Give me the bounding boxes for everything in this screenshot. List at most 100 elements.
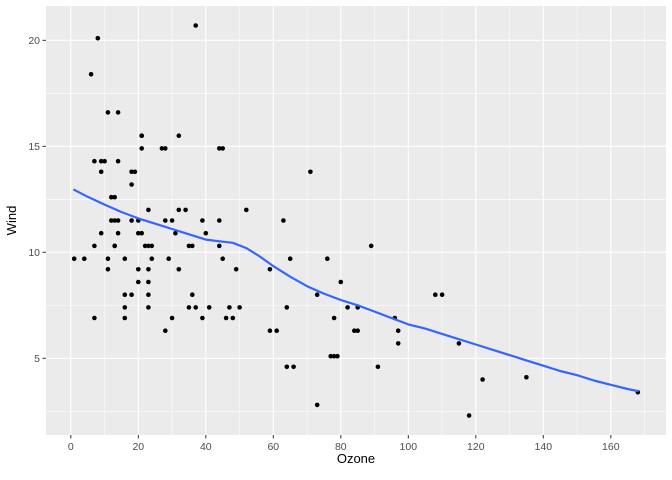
data-point <box>109 218 114 223</box>
data-point <box>92 315 97 321</box>
data-point <box>136 267 141 272</box>
data-point <box>355 328 361 334</box>
data-point <box>149 243 155 249</box>
data-point <box>112 243 117 249</box>
data-point <box>132 169 138 175</box>
data-point <box>122 305 128 310</box>
data-point <box>142 243 148 249</box>
data-point <box>227 305 232 310</box>
data-point <box>139 146 144 151</box>
data-point <box>88 72 94 77</box>
data-point <box>176 133 182 138</box>
x-tick-label: 0 <box>68 441 74 453</box>
data-point <box>105 256 111 262</box>
data-point <box>105 267 111 272</box>
data-point <box>308 169 313 175</box>
data-point <box>244 207 249 213</box>
data-point <box>115 110 121 115</box>
data-point <box>200 218 205 223</box>
data-point <box>314 292 320 298</box>
data-point <box>115 218 121 223</box>
data-point <box>223 315 229 321</box>
data-point <box>105 110 111 115</box>
data-point <box>193 23 198 28</box>
data-point <box>230 315 236 321</box>
data-point <box>95 35 101 41</box>
data-point <box>139 230 144 236</box>
data-point <box>98 230 104 236</box>
data-point <box>203 230 209 236</box>
data-point <box>129 218 134 223</box>
data-point <box>186 243 192 249</box>
data-point <box>98 169 104 175</box>
data-point <box>287 256 293 262</box>
data-point <box>146 279 151 285</box>
data-point <box>284 364 290 370</box>
data-point <box>433 292 438 298</box>
data-point <box>146 243 151 249</box>
data-point <box>281 218 286 223</box>
y-tick-label: 10 <box>28 247 40 259</box>
data-point <box>439 292 445 298</box>
data-point <box>325 256 330 262</box>
data-point <box>284 305 290 310</box>
data-point <box>129 169 134 175</box>
data-point <box>395 341 401 346</box>
x-tick-label: 80 <box>335 441 347 453</box>
data-point <box>98 158 104 164</box>
data-point <box>176 207 182 213</box>
data-point <box>109 194 114 200</box>
data-point <box>217 146 222 151</box>
plot-panel <box>46 6 666 435</box>
data-point <box>146 305 151 310</box>
data-point <box>183 207 188 213</box>
data-point <box>267 328 273 334</box>
data-point <box>146 292 151 298</box>
data-point <box>139 133 144 138</box>
smooth-line <box>73 188 639 393</box>
x-tick-label: 40 <box>200 441 212 453</box>
x-axis-title: Ozone <box>336 451 376 466</box>
data-point <box>193 305 198 310</box>
data-point <box>169 315 175 321</box>
y-tick-label: 20 <box>28 35 40 47</box>
data-point <box>115 158 121 164</box>
data-point <box>328 353 334 359</box>
data-point <box>71 256 77 262</box>
data-point <box>92 243 97 249</box>
data-point <box>368 243 374 249</box>
data-point <box>122 256 128 262</box>
data-point <box>190 243 195 249</box>
data-point <box>331 353 337 359</box>
data-point <box>456 341 462 346</box>
data-point <box>115 230 121 236</box>
data-point <box>190 292 195 298</box>
data-point <box>166 256 171 262</box>
data-point <box>149 256 155 262</box>
data-point <box>82 256 87 262</box>
x-tick-label: 100 <box>400 441 418 453</box>
data-point <box>163 328 168 334</box>
data-point <box>233 267 239 272</box>
data-point <box>176 267 182 272</box>
data-point <box>169 218 175 223</box>
data-point <box>480 377 485 382</box>
data-point <box>159 146 165 151</box>
data-point <box>146 207 151 213</box>
data-point <box>237 305 242 310</box>
data-point <box>112 218 117 223</box>
data-point <box>217 243 222 249</box>
data-point <box>206 305 212 310</box>
data-point <box>136 230 141 236</box>
y-axis-title: Wind <box>4 205 19 236</box>
data-point <box>395 328 401 334</box>
data-point <box>220 146 225 151</box>
data-point <box>220 256 225 262</box>
data-point <box>122 292 128 298</box>
data-point <box>102 158 107 164</box>
data-point <box>274 328 280 334</box>
data-point <box>338 279 344 285</box>
data-point <box>331 315 337 321</box>
